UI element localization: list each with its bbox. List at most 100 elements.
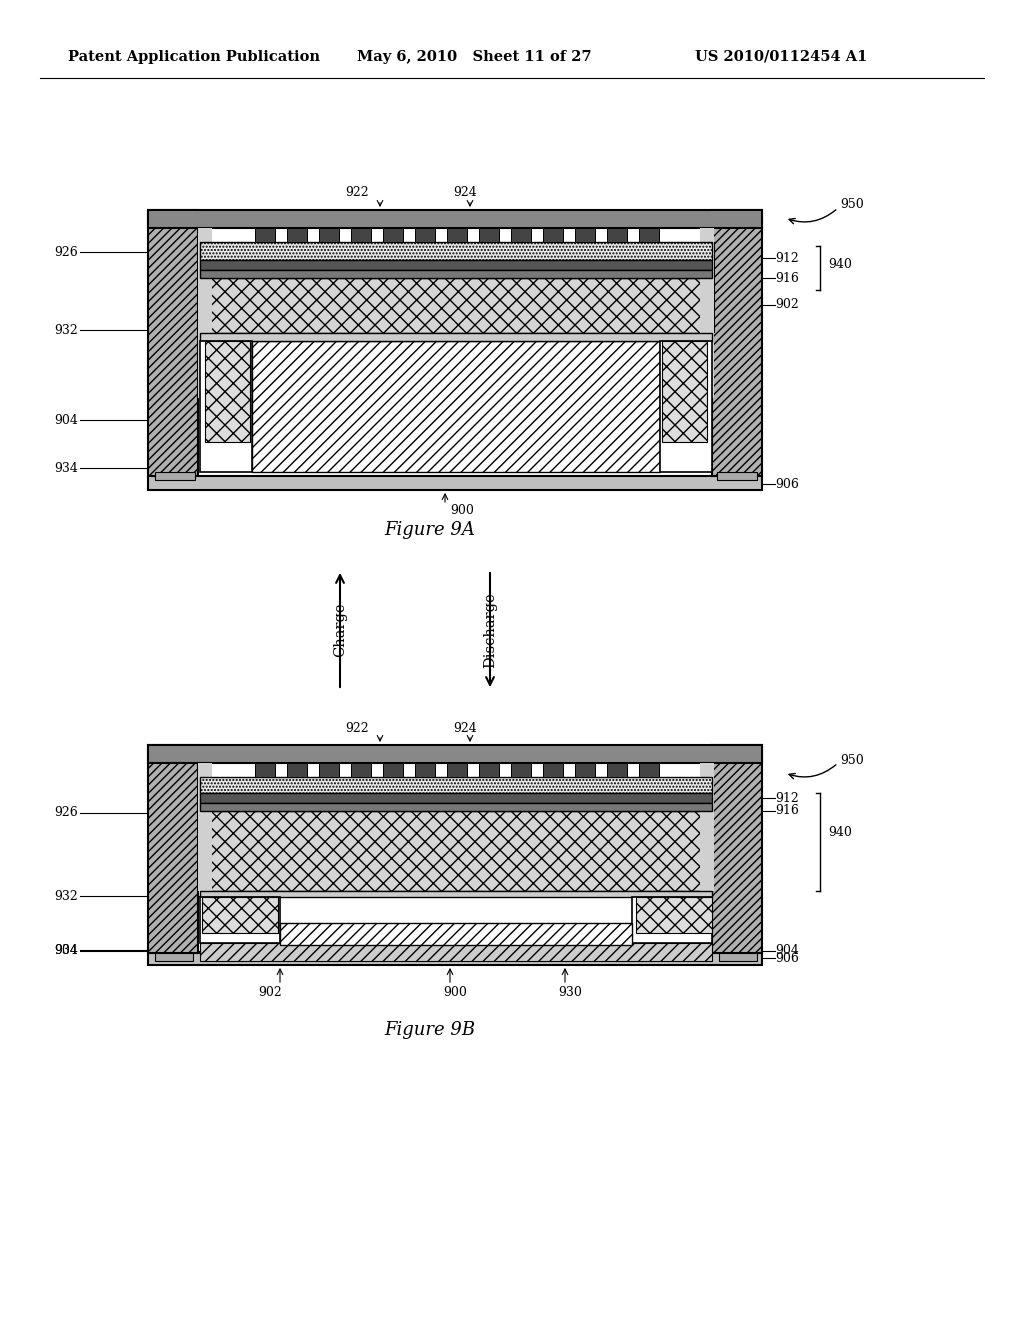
Text: 950: 950: [840, 198, 864, 211]
Bar: [280, 923, 632, 945]
Bar: [255, 228, 275, 242]
Bar: [202, 898, 278, 933]
Bar: [252, 341, 660, 473]
Bar: [709, 242, 714, 333]
Bar: [639, 763, 659, 777]
Bar: [712, 210, 762, 477]
Text: 932: 932: [54, 323, 78, 337]
Text: 912: 912: [775, 252, 799, 264]
Text: 904: 904: [775, 945, 799, 957]
Bar: [632, 898, 712, 942]
Bar: [717, 473, 757, 480]
Bar: [200, 341, 252, 473]
Bar: [287, 763, 307, 777]
Bar: [351, 228, 371, 242]
Bar: [200, 777, 712, 793]
Text: 902: 902: [775, 298, 799, 312]
Text: 922: 922: [345, 722, 369, 734]
Bar: [148, 744, 198, 953]
Bar: [287, 228, 307, 242]
Bar: [205, 341, 250, 442]
Bar: [198, 228, 212, 399]
Bar: [639, 228, 659, 242]
Bar: [155, 953, 193, 961]
Text: 904: 904: [54, 945, 78, 957]
Bar: [712, 744, 762, 953]
Bar: [415, 228, 435, 242]
Bar: [319, 763, 339, 777]
Bar: [479, 228, 499, 242]
Text: 930: 930: [558, 986, 582, 999]
Text: Figure 9B: Figure 9B: [384, 1020, 475, 1039]
Bar: [200, 942, 712, 961]
Bar: [148, 210, 762, 228]
Bar: [200, 333, 712, 341]
Bar: [479, 763, 499, 777]
Text: 922: 922: [345, 186, 369, 199]
Text: 926: 926: [54, 246, 78, 259]
Bar: [148, 744, 762, 763]
Bar: [660, 341, 712, 473]
Text: US 2010/0112454 A1: US 2010/0112454 A1: [695, 50, 867, 63]
Bar: [383, 228, 403, 242]
Text: 924: 924: [454, 186, 477, 199]
Bar: [200, 793, 712, 803]
Bar: [447, 763, 467, 777]
Bar: [200, 242, 712, 260]
Text: 940: 940: [828, 259, 852, 272]
Text: 916: 916: [775, 272, 799, 285]
Bar: [575, 228, 595, 242]
Text: Charge: Charge: [333, 603, 347, 657]
Text: 934: 934: [54, 462, 78, 474]
Bar: [200, 898, 280, 942]
Bar: [200, 260, 712, 271]
Text: 916: 916: [775, 804, 799, 817]
Text: Figure 9A: Figure 9A: [385, 521, 475, 539]
Bar: [200, 891, 712, 898]
Bar: [636, 898, 712, 933]
Bar: [198, 763, 212, 891]
Bar: [155, 473, 195, 480]
Bar: [319, 228, 339, 242]
Text: Discharge: Discharge: [483, 593, 497, 668]
Text: 926: 926: [54, 807, 78, 820]
Text: 904: 904: [54, 413, 78, 426]
Bar: [511, 763, 531, 777]
Text: 912: 912: [775, 792, 799, 804]
Bar: [351, 763, 371, 777]
Bar: [607, 763, 627, 777]
Bar: [148, 477, 762, 490]
Text: 940: 940: [828, 826, 852, 840]
Bar: [200, 271, 712, 279]
Bar: [700, 228, 714, 399]
Bar: [719, 953, 757, 961]
Text: 932: 932: [54, 890, 78, 903]
Text: May 6, 2010   Sheet 11 of 27: May 6, 2010 Sheet 11 of 27: [357, 50, 592, 63]
Bar: [198, 242, 203, 333]
Bar: [662, 341, 707, 442]
Bar: [511, 228, 531, 242]
Bar: [700, 763, 714, 891]
Bar: [200, 810, 712, 891]
Text: 900: 900: [451, 503, 474, 516]
Bar: [200, 803, 712, 810]
Text: 924: 924: [454, 722, 477, 734]
Bar: [543, 228, 563, 242]
Bar: [607, 228, 627, 242]
Bar: [543, 763, 563, 777]
Text: 950: 950: [840, 754, 864, 767]
Bar: [447, 228, 467, 242]
Text: 934: 934: [54, 944, 78, 957]
Bar: [255, 763, 275, 777]
Text: 900: 900: [443, 986, 467, 999]
Text: 906: 906: [775, 952, 799, 965]
Bar: [383, 763, 403, 777]
Text: 930: 930: [498, 413, 522, 426]
Text: 902: 902: [258, 986, 282, 999]
Text: Patent Application Publication: Patent Application Publication: [68, 50, 319, 63]
Bar: [148, 953, 762, 965]
Bar: [415, 763, 435, 777]
Bar: [575, 763, 595, 777]
Text: 906: 906: [775, 478, 799, 491]
Bar: [148, 210, 198, 477]
